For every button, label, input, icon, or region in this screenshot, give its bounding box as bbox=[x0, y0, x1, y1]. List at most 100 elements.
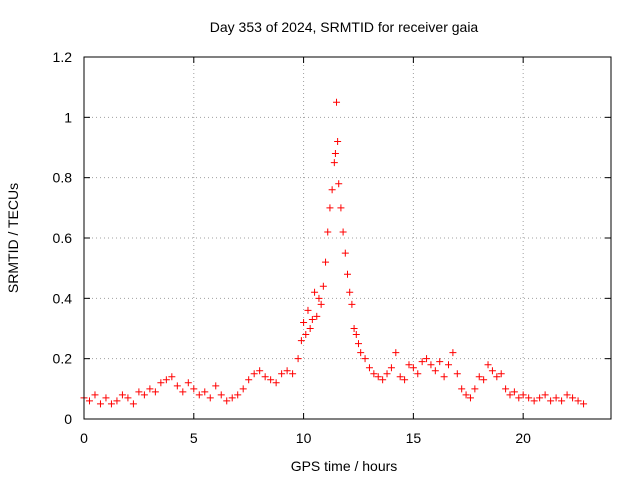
data-point bbox=[563, 391, 571, 399]
data-point bbox=[195, 391, 203, 399]
data-point bbox=[331, 150, 339, 158]
data-point bbox=[354, 340, 362, 348]
x-tick-label: 5 bbox=[190, 430, 198, 446]
data-point bbox=[352, 331, 360, 339]
data-point bbox=[113, 397, 121, 405]
data-point bbox=[151, 388, 159, 396]
data-point bbox=[313, 312, 321, 320]
data-point bbox=[146, 385, 154, 393]
data-point bbox=[569, 394, 577, 402]
data-point bbox=[304, 306, 312, 314]
data-point bbox=[300, 318, 308, 326]
data-point bbox=[471, 385, 479, 393]
data-point bbox=[357, 349, 365, 357]
data-point bbox=[308, 315, 316, 323]
data-point bbox=[297, 337, 305, 345]
data-point bbox=[118, 391, 126, 399]
data-point bbox=[374, 373, 382, 381]
data-point bbox=[96, 400, 104, 408]
data-point bbox=[334, 137, 342, 145]
data-point bbox=[337, 204, 345, 212]
data-point bbox=[396, 373, 404, 381]
data-point bbox=[239, 385, 247, 393]
data-point bbox=[283, 367, 291, 375]
data-point bbox=[383, 370, 391, 378]
data-point bbox=[190, 385, 198, 393]
data-point bbox=[346, 288, 354, 296]
data-point bbox=[493, 373, 501, 381]
data-point bbox=[124, 394, 132, 402]
data-point bbox=[458, 385, 466, 393]
x-tick-label: 0 bbox=[80, 430, 88, 446]
data-point bbox=[449, 349, 457, 357]
data-point bbox=[201, 388, 209, 396]
data-point bbox=[409, 364, 417, 372]
data-point bbox=[536, 394, 544, 402]
tick-labels: 0 5 10 15 20 0 0.2 0.4 0.6 0.8 1 1.2 bbox=[53, 49, 532, 446]
y-tick-label: 0.6 bbox=[53, 230, 73, 246]
plot-frame bbox=[83, 56, 612, 420]
data-point bbox=[488, 367, 496, 375]
data-point bbox=[261, 373, 269, 381]
data-point bbox=[184, 379, 192, 387]
data-point bbox=[414, 370, 422, 378]
data-point bbox=[228, 394, 236, 402]
data-point bbox=[294, 355, 302, 363]
data-point bbox=[129, 400, 137, 408]
data-point bbox=[423, 355, 431, 363]
data-point bbox=[339, 228, 347, 236]
data-point bbox=[162, 376, 170, 384]
data-point bbox=[324, 228, 332, 236]
grid-lines bbox=[84, 57, 611, 419]
data-point bbox=[379, 376, 387, 384]
data-point bbox=[85, 397, 93, 405]
data-point bbox=[328, 186, 336, 194]
data-point bbox=[431, 367, 439, 375]
data-point bbox=[245, 376, 253, 384]
data-point bbox=[344, 270, 351, 278]
data-point bbox=[502, 385, 510, 393]
data-point bbox=[392, 349, 400, 357]
data-point bbox=[453, 370, 461, 378]
data-point bbox=[506, 391, 514, 399]
data-point bbox=[348, 300, 356, 308]
data-point bbox=[333, 98, 341, 106]
data-point bbox=[206, 394, 214, 402]
data-point bbox=[436, 358, 444, 366]
y-tick-label: 0.4 bbox=[53, 290, 73, 306]
data-point bbox=[330, 159, 338, 167]
data-point bbox=[466, 394, 474, 402]
x-tick-label: 10 bbox=[296, 430, 312, 446]
data-point bbox=[365, 364, 373, 372]
data-point bbox=[140, 391, 148, 399]
data-point bbox=[574, 397, 582, 405]
x-axis-label: GPS time / hours bbox=[291, 458, 398, 474]
data-point bbox=[250, 370, 258, 378]
y-tick-label: 1.2 bbox=[53, 49, 73, 65]
data-point bbox=[462, 391, 470, 399]
data-point bbox=[580, 400, 588, 408]
data-point bbox=[168, 373, 176, 381]
data-point bbox=[267, 376, 275, 384]
data-point bbox=[278, 370, 286, 378]
chart-title: Day 353 of 2024, SRMTID for receiver gai… bbox=[210, 19, 479, 35]
data-point bbox=[317, 300, 325, 308]
axis-ticks bbox=[83, 56, 611, 420]
data-point bbox=[272, 379, 280, 387]
data-point bbox=[341, 249, 349, 257]
data-point bbox=[234, 391, 242, 399]
data-point bbox=[315, 294, 323, 302]
data-point bbox=[475, 373, 483, 381]
y-tick-label: 0.2 bbox=[53, 351, 73, 367]
data-point bbox=[361, 355, 369, 363]
data-point bbox=[387, 364, 395, 372]
data-points bbox=[80, 98, 588, 408]
data-point bbox=[306, 325, 314, 332]
data-point bbox=[107, 400, 115, 408]
y-tick-label: 0 bbox=[64, 411, 72, 427]
data-point bbox=[217, 391, 225, 399]
data-point bbox=[256, 367, 264, 375]
data-point bbox=[497, 370, 505, 378]
data-point bbox=[179, 388, 187, 396]
data-point bbox=[418, 358, 426, 366]
